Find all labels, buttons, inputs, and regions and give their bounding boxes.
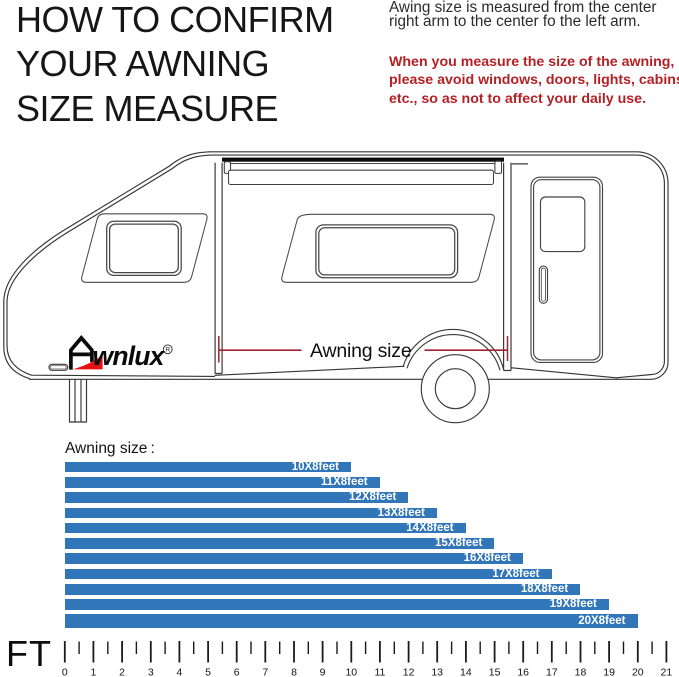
- svg-text:4: 4: [176, 667, 182, 677]
- svg-text:3: 3: [148, 667, 154, 677]
- svg-text:17: 17: [546, 667, 558, 677]
- svg-text:8: 8: [291, 667, 297, 677]
- svg-text:R: R: [165, 347, 170, 354]
- svg-text:wnlux: wnlux: [93, 341, 166, 371]
- svg-text:14: 14: [460, 667, 472, 677]
- svg-text:11: 11: [374, 667, 385, 677]
- svg-text:15: 15: [489, 667, 501, 677]
- svg-text:9: 9: [320, 667, 326, 677]
- svg-text:12: 12: [403, 667, 415, 677]
- svg-text:13: 13: [431, 667, 443, 677]
- svg-text:21: 21: [661, 667, 673, 677]
- svg-text:0: 0: [62, 667, 68, 677]
- svg-text:7: 7: [262, 667, 268, 677]
- svg-text:16: 16: [517, 667, 529, 677]
- svg-text:20: 20: [632, 667, 644, 677]
- svg-text:18: 18: [575, 667, 587, 677]
- svg-text:6: 6: [234, 667, 240, 677]
- svg-text:2: 2: [119, 667, 125, 677]
- svg-text:5: 5: [205, 667, 211, 677]
- svg-text:1: 1: [90, 667, 96, 677]
- svg-text:10: 10: [345, 667, 357, 677]
- svg-text:19: 19: [603, 667, 615, 677]
